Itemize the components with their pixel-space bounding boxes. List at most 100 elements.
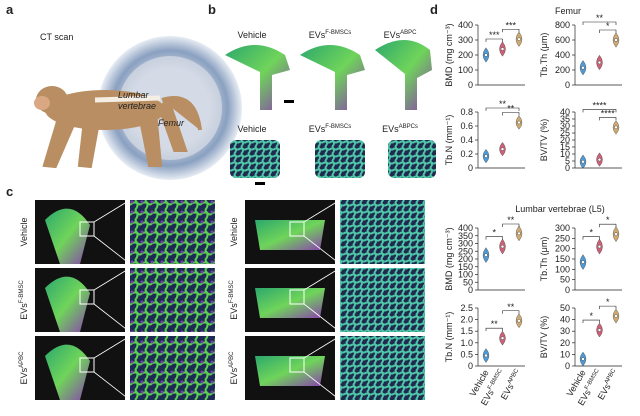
y-tick-label: 0.8 (460, 107, 473, 117)
median-dot (517, 319, 521, 323)
zoom-line (93, 235, 131, 265)
panel-letter: b (208, 2, 216, 17)
significance-label: ** (507, 302, 515, 312)
zoom-box (79, 357, 95, 373)
y-tick-label: 100 (458, 65, 473, 75)
femur-images (225, 40, 436, 185)
y-tick-label: 0.4 (460, 135, 473, 145)
median-dot (597, 328, 602, 332)
y-tick-label: 20 (560, 338, 570, 348)
y-tick-label: 300 (458, 35, 473, 45)
significance-bracket (485, 236, 503, 240)
panel-c: c VehicleEVsF-BMSCEVsAPBCVehicleEVsF-BMS… (6, 184, 425, 401)
bone-section (45, 344, 90, 400)
label-sup: APBC (507, 367, 521, 385)
zoom-line (93, 371, 131, 401)
zoom-image (340, 336, 425, 400)
y-tick-label: 1.5 (460, 326, 473, 336)
significance-bracket (599, 223, 617, 228)
bone-section (45, 208, 90, 264)
label-base: Vehicle (229, 217, 239, 246)
zoom-line (93, 267, 131, 291)
row-label: EVsF-BMSC (19, 280, 29, 320)
y-axis-label: BV/TV (%) (539, 316, 549, 359)
significance-bracket (502, 223, 520, 227)
zoom-box (289, 289, 305, 305)
column-label: EVsABPC (384, 30, 418, 40)
y-tick-label: 0.2 (460, 149, 473, 159)
y-tick-label: 50 (560, 275, 570, 285)
y-axis-label: BV/TV (%) (539, 119, 549, 162)
label-base: EVs (384, 30, 401, 40)
significance-label: ** (507, 215, 515, 225)
y-tick-label: 30 (560, 326, 570, 336)
ct-label: CT scan (40, 32, 73, 42)
section-title: Lumbar vertebrae (L5) (515, 204, 605, 214)
significance-bracket (502, 112, 520, 116)
femur-label: Femur (158, 118, 185, 128)
significance-bracket (582, 109, 617, 113)
row-label: EVsAPBC (229, 351, 239, 385)
zoom-image (130, 200, 215, 264)
median-dot (597, 157, 602, 162)
significance-label: * (589, 311, 593, 321)
median-dot (581, 66, 585, 70)
label-sup: F-BMSC (487, 367, 504, 390)
lumbar-label: Lumbar vertebrae (118, 90, 156, 111)
median-dot (581, 260, 585, 264)
significance-label: ** (491, 319, 499, 329)
y-tick-label: 10 (560, 149, 570, 159)
label-base: EVs (382, 124, 399, 134)
label-sup: ABPC (400, 30, 417, 36)
significance-label: * (606, 215, 610, 225)
significance-label: * (492, 228, 496, 238)
text: Lumbar (118, 90, 150, 100)
y-tick-label: 200 (555, 244, 570, 254)
y-tick-label: 0 (468, 80, 473, 90)
zoom-line (303, 235, 341, 265)
zoom-line (303, 371, 341, 401)
column-label: Vehicle (237, 30, 266, 40)
bone-section (45, 276, 90, 332)
y-tick-label: 250 (458, 246, 473, 256)
zoom-box (289, 357, 305, 373)
label-base: Vehicle (237, 30, 266, 40)
significance-label: ** (499, 99, 507, 109)
significance-label: * (589, 228, 593, 238)
zoom-box (289, 221, 305, 237)
column-label: EVsF-BMSCs (309, 30, 352, 40)
median-dot (517, 37, 521, 41)
zoom-line (93, 303, 131, 333)
y-tick-label: 0 (468, 163, 473, 173)
spine (94, 95, 161, 103)
y-tick-label: 2.0 (460, 315, 473, 325)
zoom-image (340, 268, 425, 332)
panel-letter: c (6, 184, 13, 199)
row-label: Vehicle (229, 217, 239, 246)
label-base: EVs (229, 367, 239, 384)
label-sup: F-BMSC (229, 280, 235, 304)
label-base: EVs (576, 387, 593, 407)
zoom-line (303, 335, 341, 359)
y-tick-label: 200 (555, 65, 570, 75)
y-tick-label: 15 (560, 142, 570, 152)
significance-bracket (502, 28, 520, 33)
y-tick-label: 50 (463, 277, 473, 287)
label-sup: F-BMSCs (325, 124, 351, 130)
y-tick-label: 200 (458, 50, 473, 60)
y-axis-label: BMD (mg cm⁻³) (444, 23, 454, 86)
median-dot (484, 353, 488, 358)
median-dot (614, 314, 618, 318)
significance-bracket (485, 38, 503, 42)
median-dot (484, 253, 488, 257)
y-axis-label: Tb.N (mm⁻¹) (444, 312, 454, 363)
y-axis-label: Tb.Th (μm) (539, 237, 549, 282)
y-tick-label: 20 (560, 135, 570, 145)
zoom-line (93, 199, 131, 223)
median-dot (500, 147, 505, 151)
label-base: EVs (309, 124, 326, 134)
y-tick-label: 0 (468, 285, 473, 295)
median-dot (500, 244, 505, 249)
label-base: EVs (309, 30, 326, 40)
column-label: Vehicle (237, 124, 266, 134)
